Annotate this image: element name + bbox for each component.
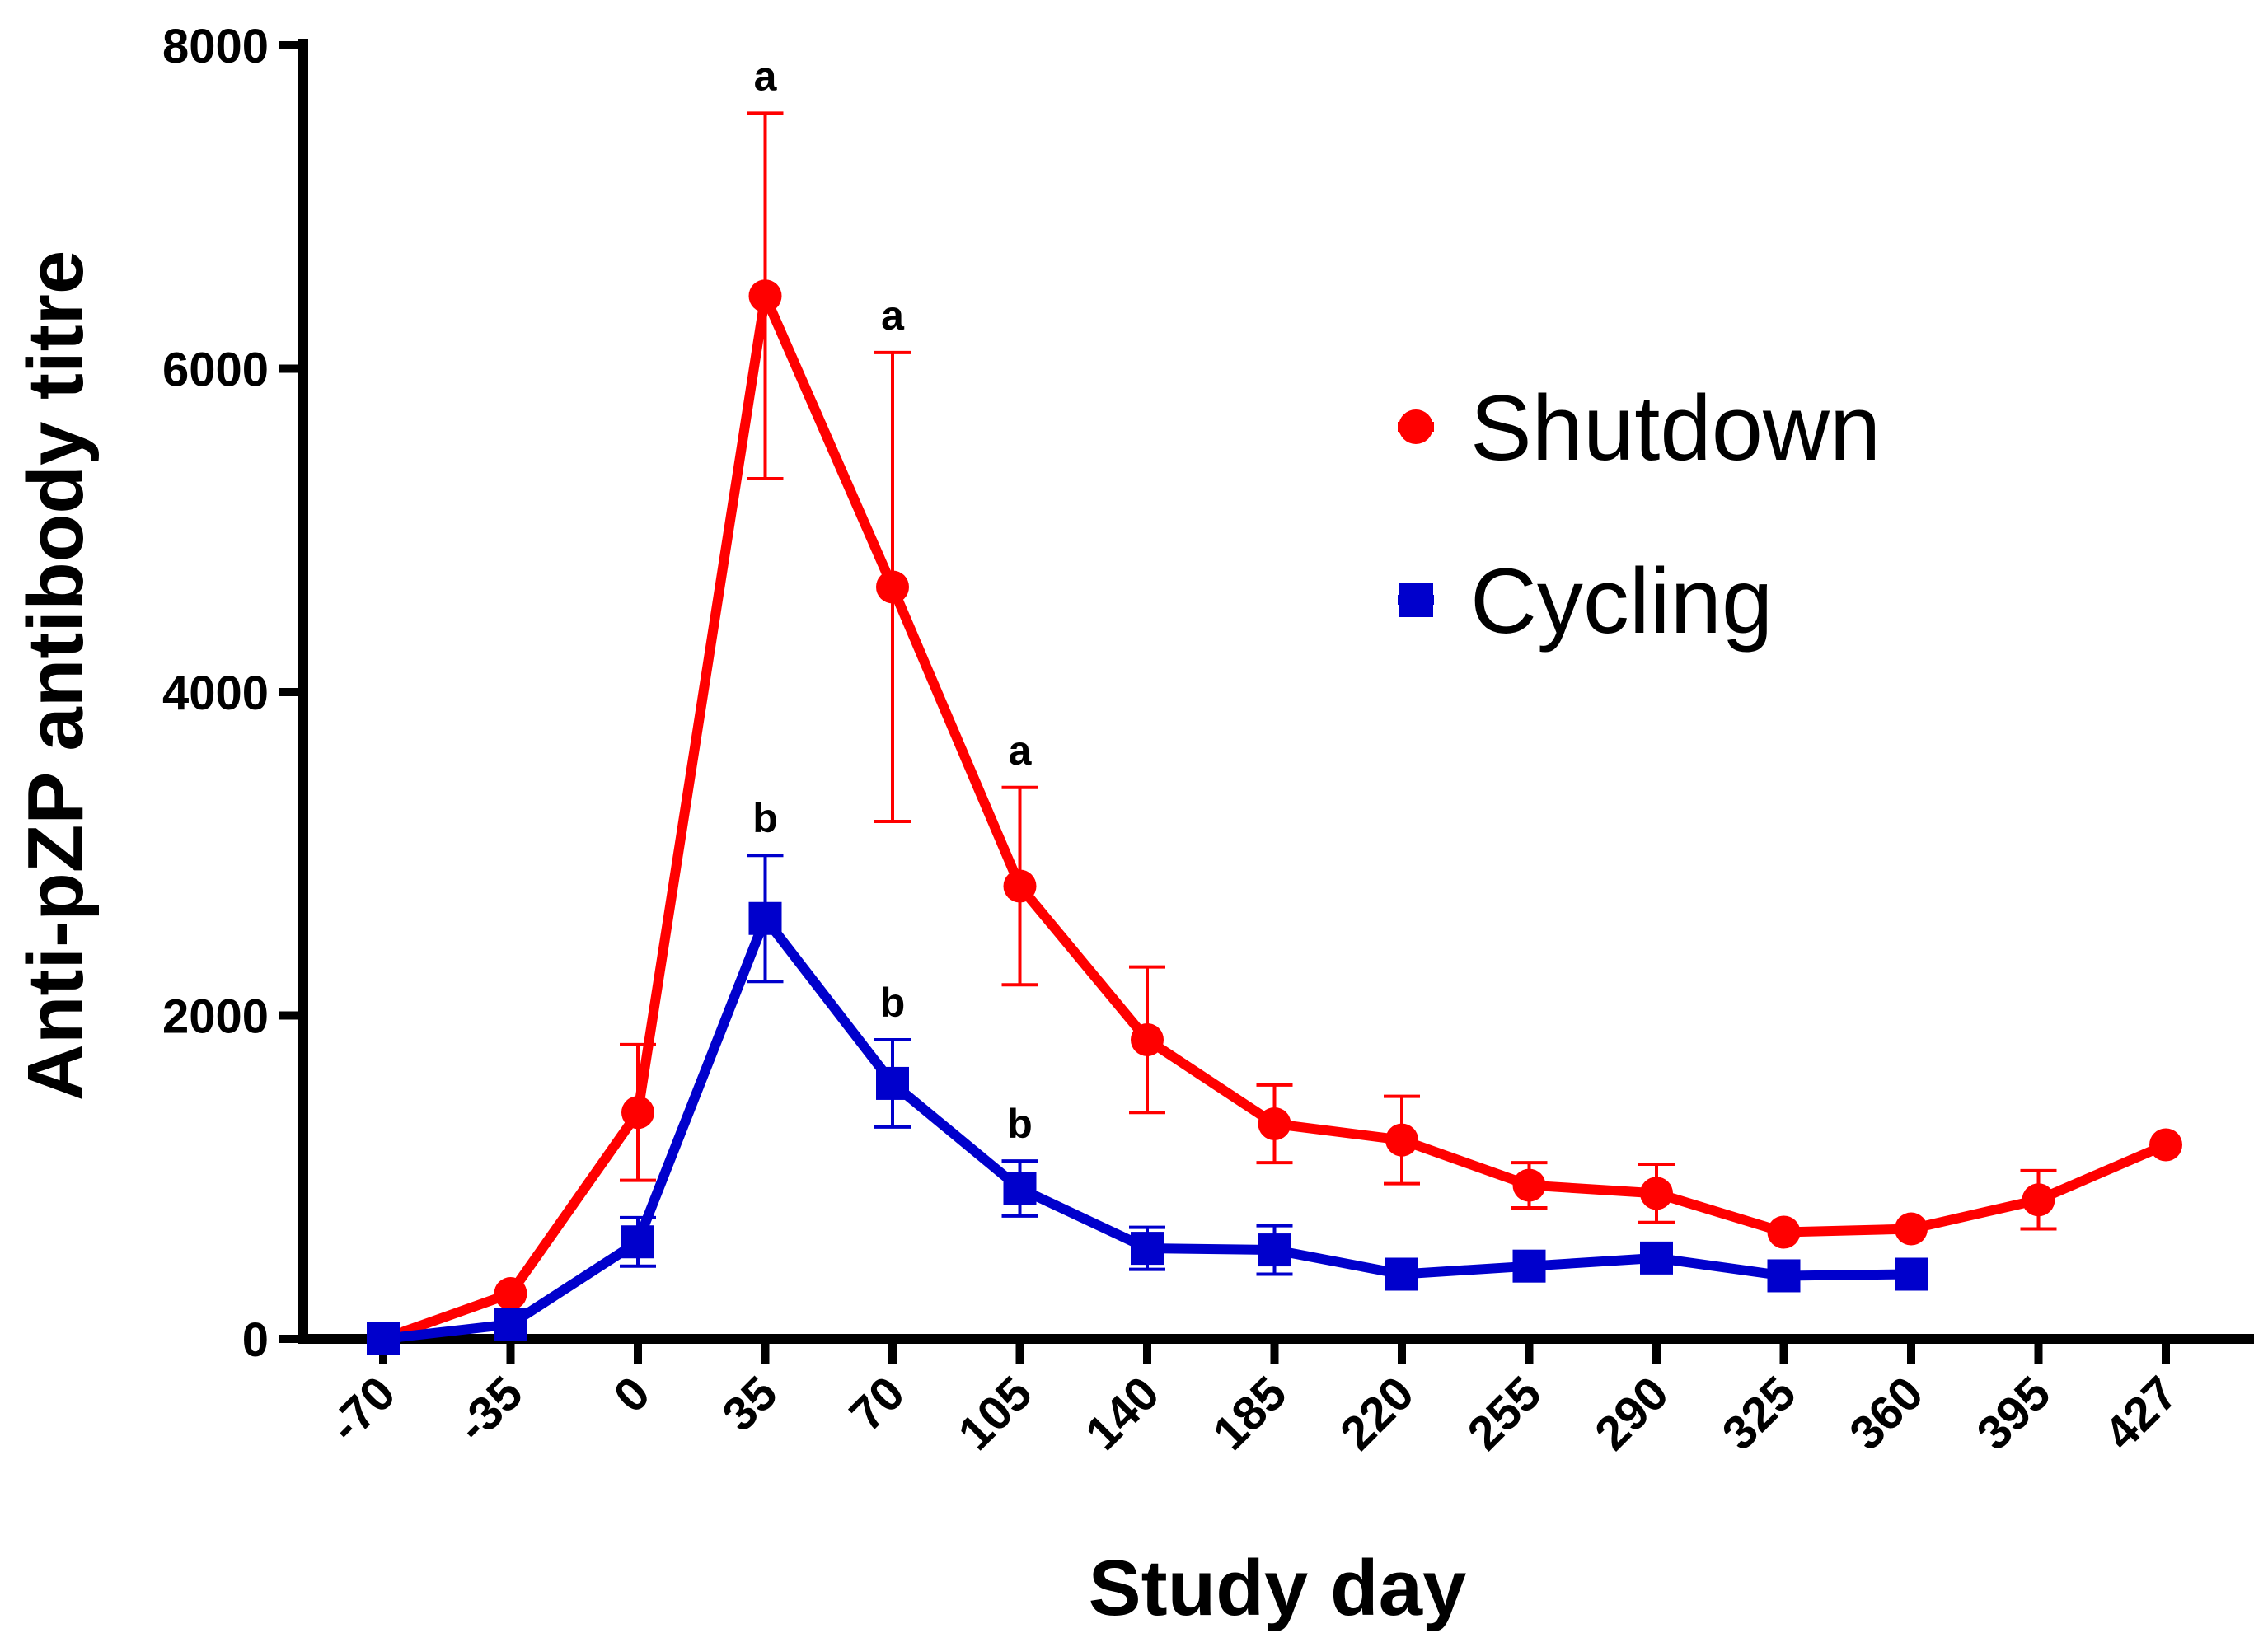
x-tick-label: 255 xyxy=(1457,1366,1551,1460)
legend: Shutdown Cycling xyxy=(1398,377,1881,653)
series-lines xyxy=(378,291,2171,1344)
shutdown-data-point xyxy=(621,1096,654,1130)
cycling-data-point xyxy=(1003,1172,1037,1205)
shutdown-significance-letter: a xyxy=(1009,728,1033,774)
cycling-data-point xyxy=(1895,1257,1928,1291)
x-tick-label: 70 xyxy=(840,1366,916,1442)
x-tick-label: 220 xyxy=(1330,1366,1424,1460)
shutdown-data-point xyxy=(1640,1177,1673,1210)
cycling-data-point xyxy=(1512,1249,1546,1283)
x-tick-label: 35 xyxy=(712,1366,788,1442)
shutdown-data-point xyxy=(1003,869,1037,903)
series-markers xyxy=(367,279,2182,1355)
x-tick-label: -70 xyxy=(319,1366,405,1453)
shutdown-data-point xyxy=(1385,1123,1418,1157)
cycling-data-point xyxy=(1640,1241,1673,1275)
legend-swatch-marker xyxy=(1399,409,1433,444)
x-tick-label: 105 xyxy=(948,1366,1042,1460)
cycling-data-point xyxy=(367,1322,400,1355)
shutdown-data-point xyxy=(494,1277,527,1311)
x-tick-label: 325 xyxy=(1712,1366,1806,1460)
shutdown-series-line xyxy=(378,291,2171,1344)
x-tick-label: 395 xyxy=(1966,1366,2060,1460)
shutdown-data-point xyxy=(2022,1183,2055,1217)
y-tick-label: 2000 xyxy=(162,990,269,1044)
shutdown-data-point xyxy=(1767,1215,1801,1249)
cycling-significance-letter: b xyxy=(752,795,778,841)
cycling-data-point xyxy=(1767,1259,1801,1293)
x-tick-label: 0 xyxy=(603,1366,660,1423)
x-axis-title: Study day xyxy=(1089,1544,1467,1632)
legend-item-cycling: Cycling xyxy=(1398,550,1773,653)
legend-item-shutdown: Shutdown xyxy=(1398,377,1881,480)
error-bars xyxy=(620,111,2057,1276)
cycling-data-point xyxy=(1131,1232,1164,1266)
cycling-data-point xyxy=(1385,1257,1418,1291)
cycling-data-point xyxy=(1258,1233,1291,1267)
y-axis-title: Anti-pZP antibody titre xyxy=(12,250,100,1102)
shutdown-data-point xyxy=(1512,1168,1546,1202)
y-tick-label: 4000 xyxy=(162,667,269,720)
legend-swatch-marker xyxy=(1399,583,1433,617)
legend-label: Cycling xyxy=(1470,550,1773,653)
legend-label: Shutdown xyxy=(1470,377,1881,480)
x-tick-label: 290 xyxy=(1585,1366,1679,1460)
x-tick-label: 185 xyxy=(1202,1366,1296,1460)
y-tick-label: 0 xyxy=(242,1313,269,1367)
cycling-significance-letter: b xyxy=(880,980,906,1026)
cycling-data-point xyxy=(748,901,782,935)
y-tick-label: 8000 xyxy=(162,20,269,73)
shutdown-data-point xyxy=(748,279,782,313)
shutdown-significance-letter: a xyxy=(754,53,778,99)
significance-letters: a a a b b b xyxy=(752,53,1033,1147)
shutdown-data-point xyxy=(876,570,909,604)
shutdown-data-point xyxy=(1131,1022,1164,1056)
x-tick-label: 360 xyxy=(1839,1366,1933,1460)
x-tick-label: -35 xyxy=(446,1366,532,1453)
x-tick-label: 140 xyxy=(1075,1366,1169,1460)
cycling-data-point xyxy=(494,1308,527,1341)
cycling-data-point xyxy=(876,1066,909,1100)
shutdown-data-point xyxy=(1895,1212,1928,1246)
cycling-data-point xyxy=(621,1225,654,1259)
shutdown-data-point xyxy=(1258,1107,1291,1140)
y-tick-label: 6000 xyxy=(162,344,269,397)
x-tick-label: 427 xyxy=(2094,1366,2188,1460)
shutdown-significance-letter: a xyxy=(881,292,905,339)
shutdown-data-point xyxy=(2149,1128,2182,1162)
cycling-significance-letter: b xyxy=(1007,1101,1033,1147)
